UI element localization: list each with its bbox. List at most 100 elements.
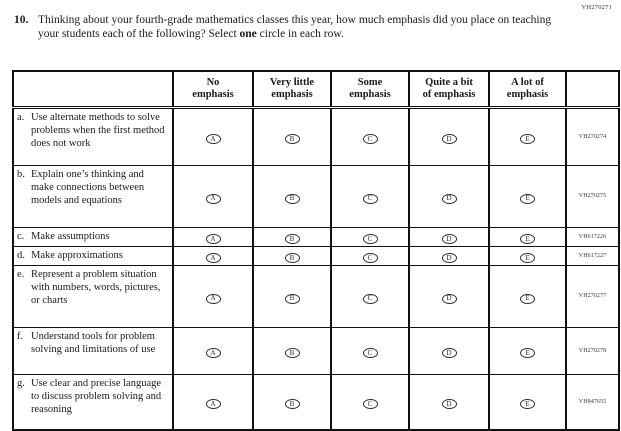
cell-a-quite-a-bit: D: [408, 106, 490, 166]
cell-d-some: C: [330, 245, 410, 266]
cell-c-very-little: B: [252, 226, 332, 247]
cell-b-quite-a-bit: D: [408, 164, 490, 228]
answer-bubble-g-E[interactable]: E: [520, 399, 535, 410]
answer-bubble-f-D[interactable]: D: [441, 348, 457, 358]
answer-bubble-c-B[interactable]: B: [284, 234, 300, 244]
answer-bubble-d-C[interactable]: C: [362, 253, 378, 263]
cell-b-no-emphasis: A: [172, 164, 254, 228]
row-label: g. Use clear and precise language to dis…: [12, 373, 174, 431]
answer-bubble-c-C[interactable]: C: [362, 234, 378, 244]
row-accession-code: VH847655: [565, 373, 620, 431]
row-label: f. Understand tools for problem solving …: [12, 326, 174, 375]
cell-e-no-emphasis: A: [172, 264, 254, 328]
cell-b-a-lot: E: [488, 164, 567, 228]
question-block: 10. Thinking about your fourth-grade mat…: [14, 14, 574, 41]
question-bold-word: one: [239, 27, 257, 40]
header-code-cell: [565, 70, 620, 109]
cell-a-very-little: B: [252, 106, 332, 166]
cell-c-some: C: [330, 226, 410, 247]
row-accession-code: VH617226: [565, 226, 620, 247]
answer-bubble-d-B[interactable]: B: [284, 253, 300, 263]
row-accession-code: VH270278: [565, 326, 620, 375]
cell-c-no-emphasis: A: [172, 226, 254, 247]
answer-bubble-b-E[interactable]: E: [520, 193, 535, 204]
answer-bubble-b-B[interactable]: B: [284, 193, 300, 204]
question-text: Thinking about your fourth-grade mathema…: [38, 14, 562, 41]
cell-f-no-emphasis: A: [172, 326, 254, 375]
emphasis-matrix-table: No emphasis Very little emphasis Some em…: [12, 70, 620, 431]
cell-f-very-little: B: [252, 326, 332, 375]
answer-bubble-e-C[interactable]: C: [362, 293, 378, 304]
cell-c-quite-a-bit: D: [408, 226, 490, 247]
cell-g-some: C: [330, 373, 410, 431]
answer-bubble-f-B[interactable]: B: [284, 348, 300, 358]
answer-bubble-a-D[interactable]: D: [441, 134, 457, 144]
cell-d-very-little: B: [252, 245, 332, 266]
header-row: No emphasis Very little emphasis Some em…: [12, 70, 620, 109]
question-number: 10.: [14, 14, 29, 26]
cell-e-very-little: B: [252, 264, 332, 328]
cell-b-very-little: B: [252, 164, 332, 228]
table-row-a: a. Use alternate methods to solve proble…: [12, 106, 620, 166]
cell-f-a-lot: E: [488, 326, 567, 375]
cell-d-quite-a-bit: D: [408, 245, 490, 266]
row-label: d. Make approximations: [12, 245, 174, 266]
answer-bubble-e-E[interactable]: E: [520, 293, 535, 304]
answer-bubble-a-A[interactable]: A: [205, 134, 221, 144]
answer-bubble-a-E[interactable]: E: [520, 134, 535, 144]
question-text-part2: circle in each row.: [256, 27, 344, 40]
answer-bubble-c-A[interactable]: A: [205, 234, 221, 244]
answer-bubble-c-D[interactable]: D: [441, 234, 457, 244]
answer-bubble-b-C[interactable]: C: [362, 193, 378, 204]
table-row-e: e. Represent a problem situation with nu…: [12, 264, 620, 328]
answer-bubble-a-B[interactable]: B: [284, 134, 300, 144]
answer-bubble-g-D[interactable]: D: [441, 399, 457, 410]
cell-b-some: C: [330, 164, 410, 228]
page-accession-code: VH270271: [581, 4, 612, 11]
header-blank-cell: [12, 70, 174, 109]
answer-bubble-g-A[interactable]: A: [205, 399, 221, 410]
answer-bubble-d-D[interactable]: D: [441, 253, 457, 263]
cell-e-a-lot: E: [488, 264, 567, 328]
cell-e-some: C: [330, 264, 410, 328]
answer-bubble-g-C[interactable]: C: [362, 399, 378, 410]
cell-a-a-lot: E: [488, 106, 567, 166]
question-text-part1: Thinking about your fourth-grade mathema…: [38, 14, 552, 40]
cell-e-quite-a-bit: D: [408, 264, 490, 328]
answer-bubble-f-E[interactable]: E: [520, 348, 535, 358]
cell-f-some: C: [330, 326, 410, 375]
header-a-lot-of-emphasis: A lot of emphasis: [488, 70, 567, 109]
table-row-b: b. Explain one’s thinking and make conne…: [12, 164, 620, 228]
row-label: e. Represent a problem situation with nu…: [12, 264, 174, 328]
answer-bubble-f-A[interactable]: A: [205, 348, 221, 358]
answer-bubble-d-A[interactable]: A: [205, 253, 221, 263]
answer-bubble-b-A[interactable]: A: [205, 193, 221, 204]
cell-g-no-emphasis: A: [172, 373, 254, 431]
answer-bubble-b-D[interactable]: D: [441, 193, 457, 204]
answer-bubble-c-E[interactable]: E: [520, 234, 535, 244]
cell-c-a-lot: E: [488, 226, 567, 247]
row-label: c. Make assumptions: [12, 226, 174, 247]
answer-bubble-e-A[interactable]: A: [205, 293, 221, 304]
answer-bubble-a-C[interactable]: C: [362, 134, 378, 144]
answer-bubble-d-E[interactable]: E: [520, 253, 535, 263]
answer-bubble-f-C[interactable]: C: [362, 348, 378, 358]
header-quite-a-bit-of-emphasis: Quite a bit of emphasis: [408, 70, 490, 109]
cell-g-quite-a-bit: D: [408, 373, 490, 431]
answer-bubble-e-B[interactable]: B: [284, 293, 300, 304]
answer-bubble-g-B[interactable]: B: [284, 399, 300, 410]
cell-f-quite-a-bit: D: [408, 326, 490, 375]
table-row-c: c. Make assumptions A B C D E VH617226: [12, 226, 620, 247]
row-accession-code: VH270274: [565, 106, 620, 166]
table-row-g: g. Use clear and precise language to dis…: [12, 373, 620, 431]
row-accession-code: VH270277: [565, 264, 620, 328]
row-label: a. Use alternate methods to solve proble…: [12, 106, 174, 166]
header-some-emphasis: Some emphasis: [330, 70, 410, 109]
row-accession-code: VH270275: [565, 164, 620, 228]
cell-g-very-little: B: [252, 373, 332, 431]
cell-d-no-emphasis: A: [172, 245, 254, 266]
row-label: b. Explain one’s thinking and make conne…: [12, 164, 174, 228]
cell-d-a-lot: E: [488, 245, 567, 266]
header-very-little-emphasis: Very little emphasis: [252, 70, 332, 109]
answer-bubble-e-D[interactable]: D: [441, 293, 457, 304]
